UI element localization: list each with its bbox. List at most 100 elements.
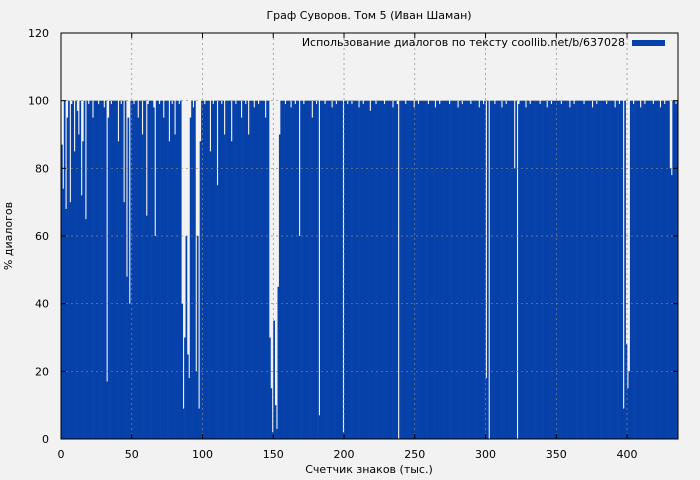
- bar: [271, 432, 274, 439]
- bar: [150, 100, 152, 440]
- bar: [402, 100, 404, 440]
- bar: [182, 408, 185, 439]
- bar: [557, 100, 560, 440]
- bar: [377, 100, 380, 440]
- bar: [580, 100, 583, 440]
- bar: [102, 100, 104, 440]
- bar: [237, 100, 240, 440]
- bar: [603, 100, 605, 440]
- bar: [455, 100, 458, 440]
- bar: [327, 100, 329, 440]
- x-tick-label: 150: [263, 448, 284, 461]
- bar: [329, 100, 332, 440]
- bar: [319, 100, 322, 440]
- bar: [263, 100, 266, 440]
- bar: [133, 104, 135, 440]
- bar: [227, 100, 230, 440]
- bar: [107, 117, 110, 439]
- bar: [154, 236, 157, 439]
- bar: [252, 100, 254, 440]
- bar: [152, 107, 155, 440]
- bar: [611, 100, 614, 440]
- bar: [468, 100, 471, 440]
- bar: [276, 428, 278, 439]
- bar: [219, 100, 222, 440]
- bar: [281, 100, 284, 440]
- bar: [503, 100, 506, 440]
- bar: [293, 100, 295, 440]
- bar: [617, 100, 619, 440]
- bar: [392, 107, 394, 440]
- bar: [542, 100, 544, 440]
- bar: [673, 100, 676, 440]
- bar: [339, 100, 342, 440]
- bar: [427, 104, 430, 440]
- bar: [621, 100, 624, 440]
- bar: [273, 320, 275, 439]
- bar: [80, 195, 83, 439]
- bar: [351, 104, 353, 440]
- bar: [318, 415, 321, 439]
- bar: [76, 110, 79, 439]
- bar: [361, 100, 363, 440]
- bar: [314, 100, 317, 440]
- bar: [369, 110, 372, 439]
- bar: [114, 100, 117, 440]
- bar: [250, 100, 253, 440]
- bar: [148, 100, 151, 440]
- bar: [526, 100, 529, 440]
- bar: [522, 100, 525, 440]
- x-tick-label: 300: [475, 448, 496, 461]
- bar: [174, 134, 176, 439]
- bar: [211, 100, 213, 440]
- bar: [648, 100, 650, 440]
- bar: [97, 104, 100, 440]
- bar: [286, 100, 288, 440]
- bar: [419, 100, 421, 440]
- bar: [569, 107, 571, 440]
- bar: [368, 100, 370, 440]
- bar: [131, 100, 134, 440]
- bar: [192, 107, 195, 440]
- chart-title: Граф Суворов. Том 5 (Иван Шаман): [266, 9, 471, 22]
- bar: [586, 100, 588, 440]
- bar: [246, 100, 249, 440]
- bar: [498, 100, 500, 440]
- bar: [658, 100, 660, 440]
- bar: [113, 100, 116, 440]
- bar: [600, 100, 602, 440]
- bar: [519, 100, 522, 440]
- bar: [264, 117, 267, 439]
- bar: [349, 100, 352, 440]
- bar: [362, 104, 365, 440]
- bar: [523, 100, 526, 440]
- bar: [96, 100, 99, 440]
- bar: [111, 100, 114, 440]
- bar: [649, 100, 652, 440]
- bar: [605, 104, 608, 440]
- bar: [465, 100, 468, 440]
- bar: [406, 100, 409, 440]
- bar: [584, 100, 587, 440]
- bar: [277, 286, 280, 439]
- bar: [137, 117, 140, 439]
- bar: [433, 100, 435, 440]
- bar: [458, 100, 461, 440]
- bar: [363, 100, 366, 440]
- bar: [161, 100, 164, 440]
- bar: [607, 100, 609, 440]
- bar: [546, 107, 549, 440]
- y-tick-label: 20: [35, 365, 49, 378]
- bar: [434, 107, 437, 440]
- bar: [451, 100, 454, 440]
- bar: [270, 388, 273, 439]
- bar: [90, 100, 93, 440]
- bar: [424, 100, 427, 440]
- bar: [167, 100, 169, 440]
- bar: [481, 100, 484, 440]
- bar: [581, 100, 584, 440]
- bar: [344, 100, 346, 440]
- bar: [638, 100, 641, 440]
- bar: [63, 100, 66, 440]
- bar: [511, 100, 513, 440]
